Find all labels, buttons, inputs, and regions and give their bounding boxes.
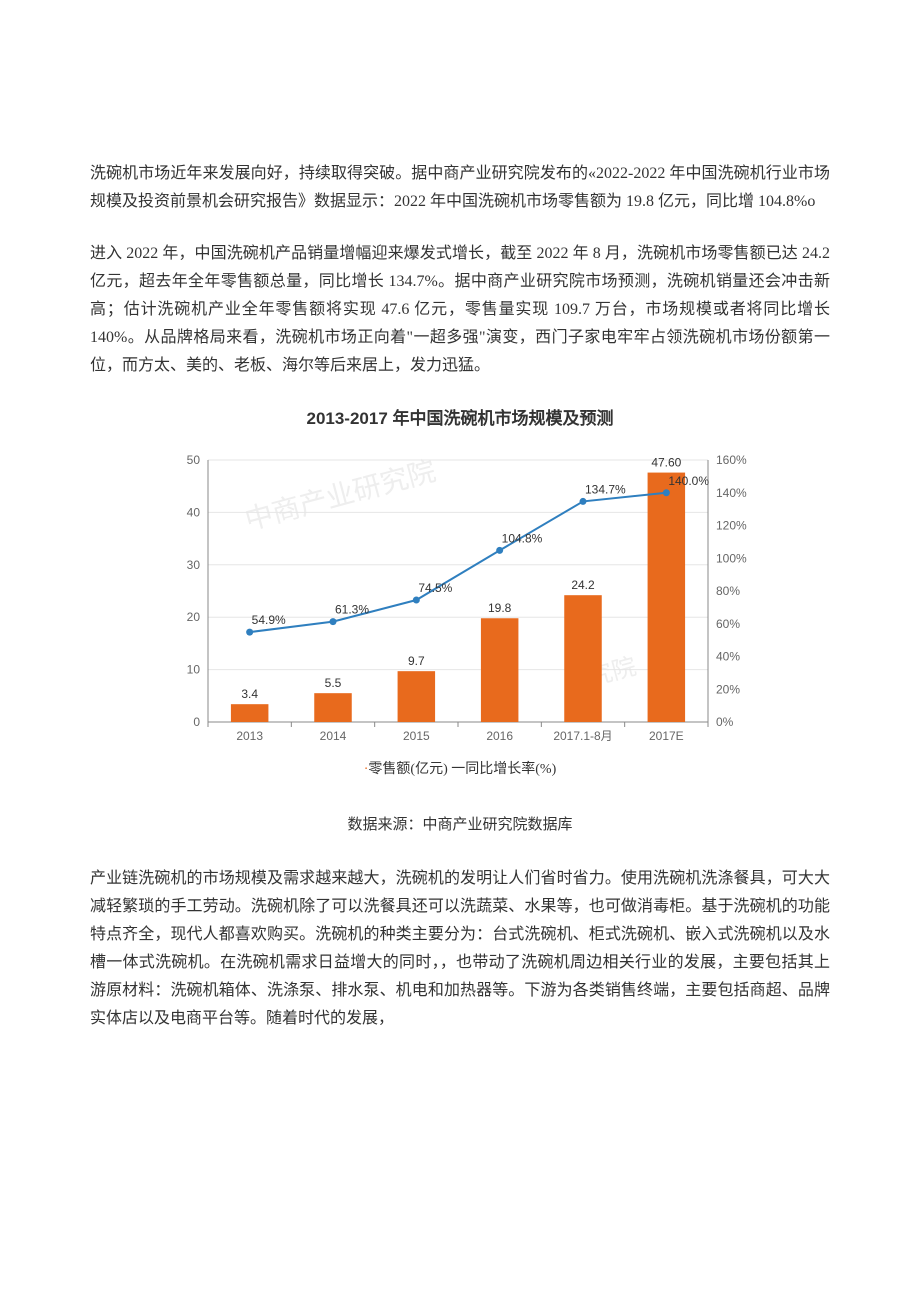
svg-text:2017.1-8月: 2017.1-8月 bbox=[553, 729, 612, 743]
svg-text:20%: 20% bbox=[716, 682, 740, 696]
svg-text:140%: 140% bbox=[716, 486, 747, 500]
svg-text:100%: 100% bbox=[716, 551, 747, 565]
svg-text:50: 50 bbox=[187, 453, 201, 467]
svg-text:40: 40 bbox=[187, 505, 201, 519]
svg-text:19.8: 19.8 bbox=[488, 601, 512, 615]
paragraph-1: 洗碗机市场近年来发展向好，持续取得突破。据中商产业研究院发布的«2022-202… bbox=[90, 160, 830, 216]
paragraph-3: 产业链洗碗机的市场规模及需求越来越大，洗碗机的发明让人们省时省力。使用洗碗机洗涤… bbox=[90, 865, 830, 1033]
svg-text:160%: 160% bbox=[716, 453, 747, 467]
svg-text:54.9%: 54.9% bbox=[252, 613, 286, 627]
svg-text:5.5: 5.5 bbox=[325, 676, 342, 690]
svg-text:10: 10 bbox=[187, 662, 201, 676]
svg-text:104.8%: 104.8% bbox=[502, 531, 543, 545]
legend-bar-label: 零售额(亿元) bbox=[368, 762, 447, 777]
svg-text:24.2: 24.2 bbox=[571, 578, 595, 592]
svg-text:47.60: 47.60 bbox=[651, 455, 681, 469]
svg-text:2015: 2015 bbox=[403, 729, 430, 743]
svg-text:2016: 2016 bbox=[486, 729, 513, 743]
svg-text:40%: 40% bbox=[716, 649, 740, 663]
svg-text:0: 0 bbox=[193, 715, 200, 729]
legend-line-marker: 一 bbox=[451, 762, 465, 777]
svg-text:61.3%: 61.3% bbox=[335, 602, 369, 616]
svg-text:2017E: 2017E bbox=[649, 729, 684, 743]
paragraph-2: 进入 2022 年，中国洗碗机产品销量增幅迎来爆发式增长，截至 2022 年 8… bbox=[90, 240, 830, 380]
svg-text:80%: 80% bbox=[716, 584, 740, 598]
data-source: 数据来源：中商产业研究院数据库 bbox=[90, 812, 830, 838]
svg-text:140.0%: 140.0% bbox=[668, 474, 709, 488]
svg-text:74.5%: 74.5% bbox=[418, 581, 452, 595]
svg-text:9.7: 9.7 bbox=[408, 654, 425, 668]
svg-text:2013: 2013 bbox=[236, 729, 263, 743]
chart-title: 2013-2017 年中国洗碗机市场规模及预测 bbox=[90, 404, 830, 434]
legend-line-label: 同比增长率(%) bbox=[465, 762, 556, 777]
svg-text:2014: 2014 bbox=[320, 729, 347, 743]
svg-text:3.4: 3.4 bbox=[241, 687, 258, 701]
market-size-chart: 中商产业研究院研究院010203040500%20%40%60%80%100%1… bbox=[160, 442, 760, 752]
svg-text:60%: 60% bbox=[716, 617, 740, 631]
svg-text:120%: 120% bbox=[716, 518, 747, 532]
chart-container: 中商产业研究院研究院010203040500%20%40%60%80%100%1… bbox=[160, 442, 760, 752]
svg-text:0%: 0% bbox=[716, 715, 734, 729]
svg-text:134.7%: 134.7% bbox=[585, 482, 626, 496]
svg-text:20: 20 bbox=[187, 610, 201, 624]
chart-legend: ·零售额(亿元) 一同比增长率(%) bbox=[90, 758, 830, 783]
svg-text:30: 30 bbox=[187, 558, 201, 572]
